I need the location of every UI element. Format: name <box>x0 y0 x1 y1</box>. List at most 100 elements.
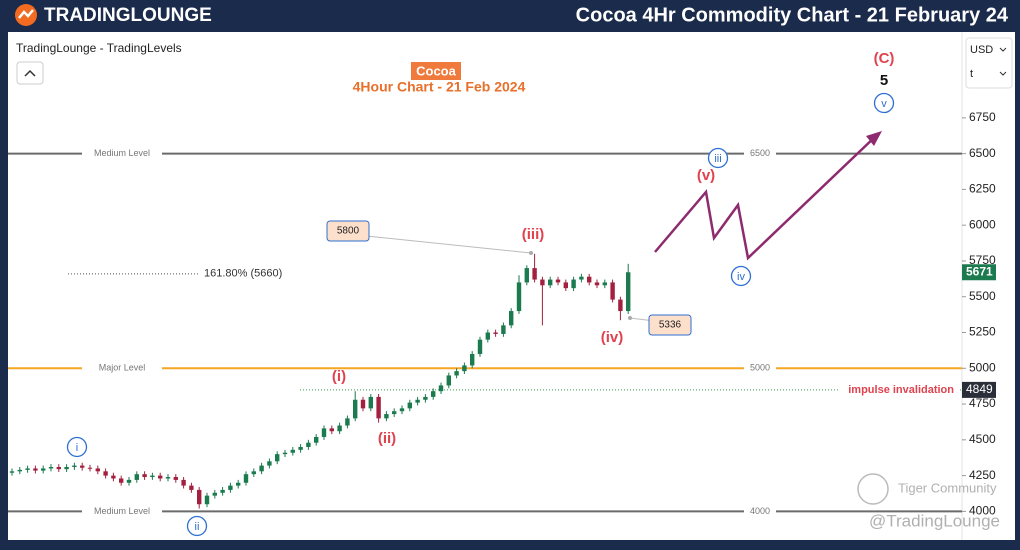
header-title: Cocoa 4Hr Commodity Chart - 21 February … <box>576 4 1009 26</box>
candle-body <box>9 471 15 473</box>
candle-body <box>204 495 210 505</box>
candle-body <box>345 418 350 426</box>
candle-body <box>282 452 288 455</box>
candle-body <box>290 449 295 453</box>
callout-box <box>648 314 692 336</box>
y-tick-label: 5500 <box>969 289 996 303</box>
wave-circle <box>730 265 752 287</box>
y-tick-label: 5750 <box>969 253 996 267</box>
candle-body <box>329 428 334 432</box>
callout-box <box>326 220 370 242</box>
wave-label: (i) <box>332 368 346 385</box>
candle-body <box>95 468 100 472</box>
candle-body <box>197 489 202 505</box>
candle-body <box>626 272 631 312</box>
wave-label: (C) <box>874 50 895 67</box>
candle-body <box>72 465 77 468</box>
candle-body <box>126 479 132 483</box>
invalidation-label: impulse invalidation <box>848 384 954 396</box>
wave-label: (ii) <box>378 430 396 447</box>
candle-body <box>431 391 436 397</box>
level-value-bg <box>744 361 776 376</box>
level-label: Major Level <box>99 363 146 373</box>
level-value: 6500 <box>750 148 770 158</box>
logo-glyph <box>18 9 34 19</box>
invalidation-price: 4849 <box>966 382 993 396</box>
candle-body <box>236 482 241 486</box>
candle-body <box>314 436 319 443</box>
candle-body <box>158 475 163 479</box>
candle-body <box>64 467 69 470</box>
invalidation-price-box <box>962 381 996 398</box>
candle-body <box>462 365 467 372</box>
source-label: TradingLounge - TradingLevels <box>16 41 182 55</box>
candle-body <box>446 375 451 386</box>
candle-body <box>134 474 139 480</box>
candle-body <box>56 467 61 470</box>
collapse-button[interactable] <box>16 61 44 85</box>
y-tick-label: 4750 <box>969 396 996 410</box>
wave-label: i <box>76 442 78 454</box>
candle-body <box>220 489 225 493</box>
candle-body <box>298 446 303 450</box>
candle-body <box>251 471 256 475</box>
unit-selector[interactable] <box>965 37 1013 89</box>
candle-body <box>25 468 30 470</box>
title-box <box>411 62 461 80</box>
candle-body <box>321 428 327 437</box>
candle-body <box>337 425 342 432</box>
candle-body <box>275 454 280 462</box>
candle-body <box>454 371 459 376</box>
level-label: Medium Level <box>94 148 150 158</box>
callout-text: 5336 <box>659 320 682 331</box>
y-tick-label: 6750 <box>969 110 996 124</box>
candle-body <box>212 492 217 496</box>
wave-label: (iv) <box>601 329 624 346</box>
level-value: 4000 <box>750 506 770 516</box>
last-price-box <box>962 264 996 281</box>
candle-body <box>516 282 522 312</box>
candle-body <box>524 268 529 283</box>
candle-body <box>306 442 311 447</box>
candle-body <box>618 299 623 312</box>
candle-body <box>87 467 93 469</box>
candle-body <box>540 279 545 286</box>
candle-body <box>17 469 22 472</box>
candle-body <box>181 479 186 486</box>
candle-body <box>103 471 108 476</box>
candle-body <box>477 339 483 354</box>
wave-circle <box>873 92 895 114</box>
wave-circle <box>707 147 729 169</box>
candle-body <box>368 396 373 409</box>
last-price: 5671 <box>966 264 993 278</box>
candle-body <box>423 396 428 400</box>
chart-title: Cocoa <box>416 63 457 78</box>
candle-body <box>48 467 54 469</box>
callout-leader <box>365 235 532 254</box>
level-value-bg <box>744 504 776 519</box>
level-value-bg <box>744 146 776 161</box>
currency: USD <box>970 44 993 56</box>
chevron <box>24 69 36 77</box>
candle-body <box>594 282 600 286</box>
candle-body <box>189 485 194 490</box>
candle-body <box>509 311 514 326</box>
candle-body <box>610 282 615 300</box>
watermark-icon <box>857 473 889 505</box>
y-tick-label: 6250 <box>969 182 996 196</box>
candle-body <box>33 468 38 471</box>
y-tick-label: 6000 <box>969 217 996 231</box>
candle-body <box>384 414 389 419</box>
dropdown-chevrons <box>999 47 1007 76</box>
projection-arrowhead <box>866 131 882 146</box>
y-tick-label: 6500 <box>969 146 996 160</box>
candle-body <box>228 485 233 490</box>
candle-body <box>548 279 553 286</box>
projection-path <box>654 133 879 261</box>
wave-label: iv <box>737 271 745 283</box>
callout-text: 5800 <box>337 226 360 237</box>
wave-circle <box>186 515 208 537</box>
y-tick-label: 4000 <box>969 504 996 518</box>
candle-body <box>415 399 420 403</box>
